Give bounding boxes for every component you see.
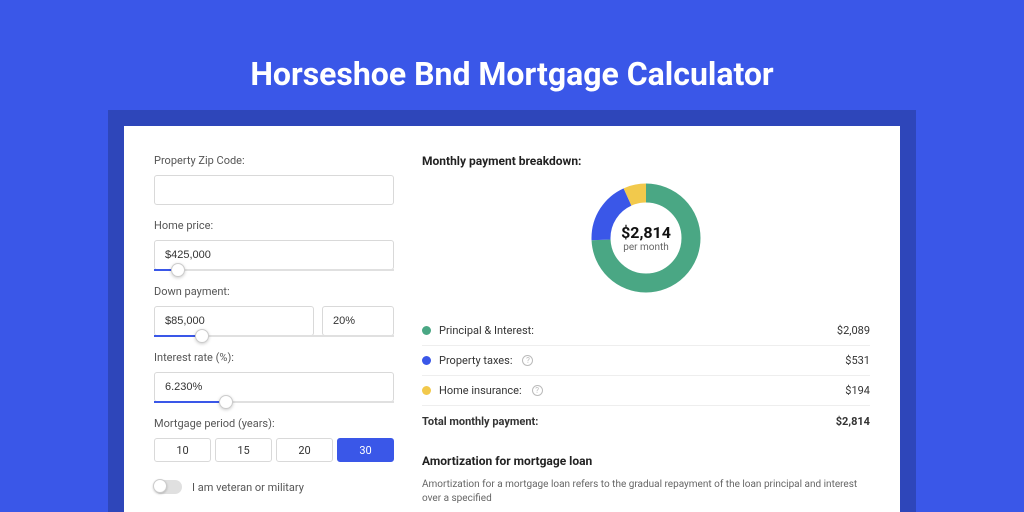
- home-price-group: Home price:: [154, 219, 394, 271]
- legend-label: Property taxes:: [439, 354, 512, 367]
- home-price-slider-thumb[interactable]: [171, 263, 185, 277]
- legend-value: $531: [845, 354, 870, 367]
- total-row: Total monthly payment: $2,814: [422, 406, 870, 436]
- military-toggle-knob: [153, 479, 167, 493]
- zip-input[interactable]: [154, 175, 394, 205]
- legend-value: $194: [845, 384, 870, 397]
- home-price-input[interactable]: [154, 240, 394, 270]
- form-column: Property Zip Code: Home price: Down paym…: [154, 154, 394, 512]
- down-payment-group: Down payment:: [154, 285, 394, 337]
- down-payment-label: Down payment:: [154, 285, 394, 298]
- breakdown-title: Monthly payment breakdown:: [422, 154, 870, 168]
- down-payment-slider-thumb[interactable]: [195, 329, 209, 343]
- interest-rate-slider-thumb[interactable]: [219, 395, 233, 409]
- zip-group: Property Zip Code:: [154, 154, 394, 205]
- interest-rate-slider-fill: [154, 401, 226, 403]
- down-payment-input[interactable]: [154, 306, 314, 336]
- period-row: 10152030: [154, 438, 394, 462]
- interest-rate-label: Interest rate (%):: [154, 351, 394, 364]
- breakdown-column: Monthly payment breakdown: $2,814 per mo…: [422, 154, 870, 512]
- interest-rate-input[interactable]: [154, 372, 394, 402]
- total-label: Total monthly payment:: [422, 415, 538, 428]
- military-label: I am veteran or military: [192, 481, 304, 494]
- info-icon[interactable]: ?: [522, 355, 533, 366]
- legend-row-0: Principal & Interest: $2,089: [422, 316, 870, 346]
- legend-label: Principal & Interest:: [439, 324, 534, 337]
- home-price-label: Home price:: [154, 219, 394, 232]
- legend-value: $2,089: [837, 324, 870, 337]
- military-toggle-row: I am veteran or military: [154, 480, 394, 494]
- legend-dot: [422, 326, 431, 335]
- donut-amount: $2,814: [621, 223, 671, 242]
- total-value: $2,814: [836, 415, 870, 428]
- down-payment-slider[interactable]: [154, 335, 394, 337]
- donut-wrap: $2,814 per month: [422, 178, 870, 298]
- donut-chart: $2,814 per month: [586, 178, 706, 298]
- period-option-30[interactable]: 30: [337, 438, 394, 462]
- interest-rate-slider[interactable]: [154, 401, 394, 403]
- amortization-text: Amortization for a mortgage loan refers …: [422, 478, 870, 506]
- period-label: Mortgage period (years):: [154, 417, 394, 430]
- legend-dot: [422, 386, 431, 395]
- calculator-card: Property Zip Code: Home price: Down paym…: [124, 126, 900, 512]
- home-price-slider[interactable]: [154, 269, 394, 271]
- amortization-title: Amortization for mortgage loan: [422, 454, 870, 468]
- period-option-10[interactable]: 10: [154, 438, 211, 462]
- page: Horseshoe Bnd Mortgage Calculator Proper…: [0, 0, 1024, 512]
- donut-center: $2,814 per month: [586, 178, 706, 298]
- legend-dot: [422, 356, 431, 365]
- military-toggle[interactable]: [154, 480, 182, 494]
- zip-label: Property Zip Code:: [154, 154, 394, 167]
- legend-list: Principal & Interest: $2,089 Property taxe…: [422, 316, 870, 406]
- legend-row-1: Property taxes:? $531: [422, 346, 870, 376]
- down-payment-percent-input[interactable]: [322, 306, 394, 336]
- info-icon[interactable]: ?: [532, 385, 543, 396]
- page-title: Horseshoe Bnd Mortgage Calculator: [0, 0, 1024, 93]
- period-group: Mortgage period (years): 10152030: [154, 417, 394, 462]
- donut-subtext: per month: [623, 242, 669, 253]
- interest-rate-group: Interest rate (%):: [154, 351, 394, 403]
- legend-label: Home insurance:: [439, 384, 522, 397]
- legend-row-2: Home insurance:? $194: [422, 376, 870, 406]
- period-option-15[interactable]: 15: [215, 438, 272, 462]
- period-option-20[interactable]: 20: [276, 438, 333, 462]
